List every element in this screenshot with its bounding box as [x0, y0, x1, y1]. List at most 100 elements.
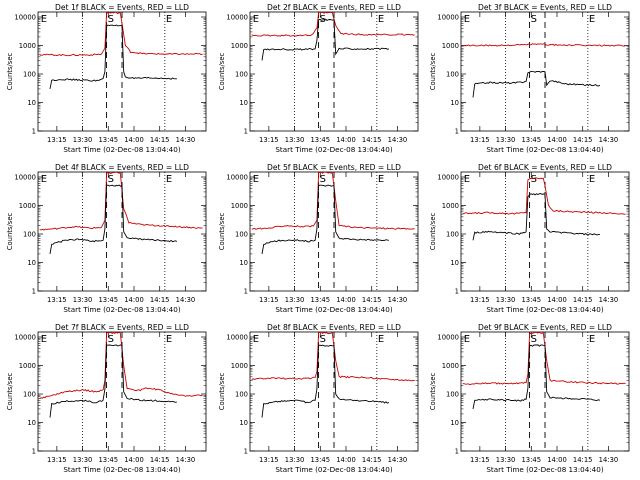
y-tick-label: 10000 [226, 14, 248, 22]
y-tick-label: 1000 [442, 42, 459, 50]
marker-label: E [464, 14, 470, 25]
x-tick-label: 14:30 [388, 136, 408, 144]
series-events-line [49, 184, 178, 254]
marker-label: S [320, 334, 326, 345]
x-axis-label: Start Time (02-Dec-08 13:04:40) [63, 305, 180, 314]
y-tick-label: 1 [244, 288, 248, 296]
x-tick-label: 14:30 [599, 136, 619, 144]
series-lld-line [462, 332, 626, 386]
x-tick-label: 13:45 [521, 296, 541, 304]
marker-label: E [166, 14, 172, 25]
y-tick-label: 1000 [19, 202, 36, 210]
y-tick-label: 10 [450, 259, 459, 267]
y-tick-label: 10000 [14, 14, 36, 22]
y-tick-label: 10000 [14, 174, 36, 182]
panel-title: Det 5f BLACK = Events, RED = LLD [267, 163, 401, 172]
x-tick-label: 13:45 [310, 296, 330, 304]
x-axis-label: Start Time (02-Dec-08 13:04:40) [486, 145, 603, 154]
marker-label: E [589, 334, 595, 345]
x-tick-label: 13:15 [470, 296, 490, 304]
x-tick-label: 13:15 [259, 296, 279, 304]
x-tick-label: 14:00 [547, 136, 567, 144]
y-tick-label: 10000 [226, 334, 248, 342]
marker-label: E [41, 334, 47, 345]
y-axis-label: Counts/sec [218, 373, 226, 411]
series-events-line [261, 344, 390, 418]
x-tick-label: 13:30 [73, 296, 93, 304]
x-tick-label: 14:00 [547, 296, 567, 304]
y-tick-label: 10 [450, 419, 459, 427]
x-tick-label: 13:30 [285, 296, 305, 304]
panel-title: Det 6f BLACK = Events, RED = LLD [478, 163, 612, 172]
x-tick-label: 13:15 [470, 136, 490, 144]
marker-label: E [464, 174, 470, 185]
series-events-line [472, 344, 601, 409]
x-tick-label: 14:15 [573, 456, 593, 464]
x-tick-label: 14:15 [573, 296, 593, 304]
x-axis-label: Start Time (02-Dec-08 13:04:40) [275, 305, 392, 314]
y-tick-label: 100 [23, 391, 36, 399]
x-tick-label: 14:00 [336, 136, 356, 144]
y-axis-label: Counts/sec [6, 373, 14, 411]
x-tick-label: 13:30 [496, 136, 516, 144]
x-tick-label: 13:30 [496, 456, 516, 464]
x-tick-label: 14:00 [124, 136, 144, 144]
y-tick-label: 1 [455, 128, 459, 136]
y-axis-label: Counts/sec [218, 213, 226, 251]
x-tick-label: 14:15 [362, 296, 382, 304]
x-tick-label: 13:15 [47, 456, 67, 464]
series-events-line [49, 344, 177, 418]
panel-title: Det 8f BLACK = Events, RED = LLD [267, 323, 401, 332]
y-tick-label: 100 [235, 391, 248, 399]
x-tick-label: 13:30 [73, 456, 93, 464]
panel-title: Det 9f BLACK = Events, RED = LLD [478, 323, 612, 332]
marker-label: E [166, 174, 172, 185]
x-tick-label: 14:30 [176, 456, 196, 464]
marker-label: E [589, 174, 595, 185]
series-lld-line [251, 172, 415, 230]
y-tick-label: 1 [244, 128, 248, 136]
panel-det-4: Det 4f BLACK = Events, RED = LLD 1 10 100 10… [6, 163, 207, 314]
x-tick-label: 13:15 [47, 136, 67, 144]
x-tick-label: 13:45 [521, 136, 541, 144]
y-tick-label: 100 [235, 231, 248, 239]
marker-label: E [253, 14, 259, 25]
x-axis-label: Start Time (02-Dec-08 13:04:40) [275, 465, 392, 474]
x-tick-label: 14:30 [388, 296, 408, 304]
y-tick-label: 1000 [231, 42, 248, 50]
x-tick-label: 14:30 [176, 296, 196, 304]
y-tick-label: 10 [239, 419, 248, 427]
y-tick-label: 10000 [437, 334, 459, 342]
x-tick-label: 14:30 [388, 456, 408, 464]
marker-label: S [108, 334, 114, 345]
series-events-line [261, 18, 390, 61]
y-tick-label: 1000 [442, 202, 459, 210]
y-tick-label: 1 [32, 128, 36, 136]
panel-det-3: Det 3f BLACK = Events, RED = LLD 1 10 100 10… [429, 3, 630, 154]
x-tick-label: 13:45 [521, 456, 541, 464]
x-tick-label: 14:00 [336, 296, 356, 304]
x-tick-label: 14:30 [599, 456, 619, 464]
y-tick-label: 10000 [437, 174, 459, 182]
y-tick-label: 10 [239, 99, 248, 107]
x-tick-label: 13:30 [285, 456, 305, 464]
x-tick-label: 14:30 [599, 296, 619, 304]
y-tick-label: 10000 [226, 174, 248, 182]
panel-det-2: Det 2f BLACK = Events, RED = LLD 1 10 100 10… [218, 3, 419, 154]
series-lld-line [462, 43, 626, 47]
series-lld-line [39, 172, 203, 231]
marker-label: E [378, 174, 384, 185]
x-tick-label: 13:30 [285, 136, 305, 144]
y-tick-label: 10 [27, 419, 36, 427]
panel-det-7: Det 7f BLACK = Events, RED = LLD 1 10 100 10… [6, 323, 207, 474]
y-tick-label: 10 [450, 99, 459, 107]
series-lld-line [251, 332, 415, 382]
x-tick-label: 14:15 [573, 136, 593, 144]
x-tick-label: 14:15 [150, 296, 170, 304]
x-axis-label: Start Time (02-Dec-08 13:04:40) [486, 465, 603, 474]
marker-label: E [464, 334, 470, 345]
marker-label: S [108, 14, 114, 25]
series-lld-line [251, 12, 415, 37]
marker-label: E [166, 334, 172, 345]
